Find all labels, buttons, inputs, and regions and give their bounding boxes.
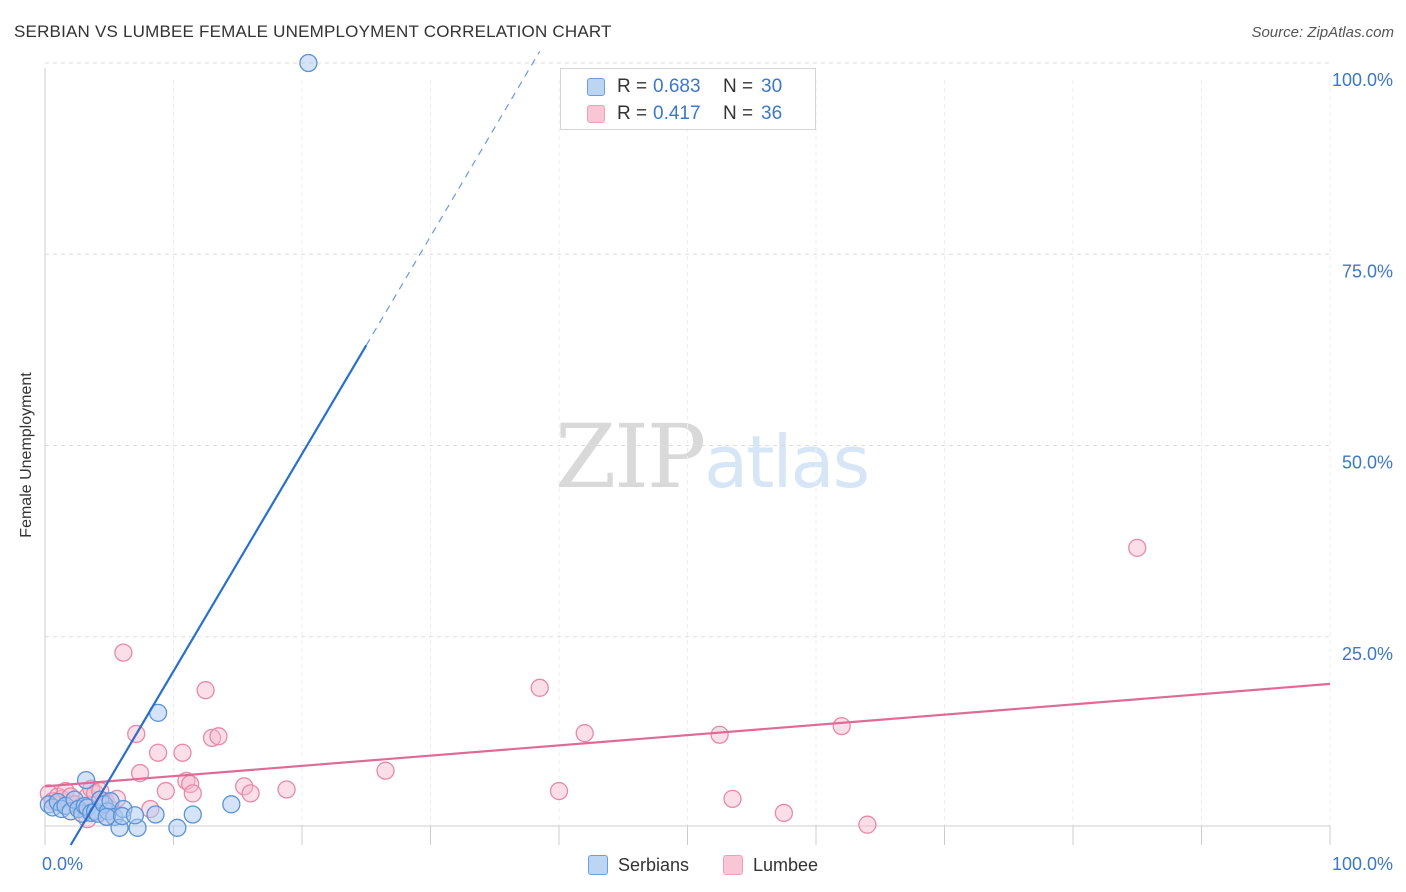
lumbee-point-34 [530,678,549,697]
n-value-serbians: 30 [761,76,783,97]
lumbee-point-40 [832,716,851,736]
lumbee-point-33 [376,761,395,780]
lumbee-point-27 [196,681,215,700]
watermark-zip: ZIP [555,405,706,508]
source-credit: Source: ZipAtlas.com [1251,24,1394,41]
lumbee-point-21 [148,743,168,762]
legend-item-serbians[interactable]: Serbians [587,854,689,876]
serbians-point-27 [146,805,165,824]
serbians-point-25 [125,806,145,825]
lumbee-point-29 [209,727,228,746]
serbians-point-31 [299,53,318,73]
x-tick-label-1: 100.0% [1332,854,1393,874]
serbians-legend-label: Serbians [617,854,689,875]
lumbee-point-23 [173,743,192,762]
lumbee-point-22 [156,781,175,801]
stats-legend: R = 0.683 N = 30 R = 0.417 N = 36 [560,68,816,130]
lumbee-legend-swatch [722,855,743,875]
lumbee-point-32 [277,780,296,799]
lumbee-point-17 [114,643,133,662]
chart-title: SERBIAN VS LUMBEE FEMALE UNEMPLOYMENT CO… [14,22,612,41]
serbians-point-21 [76,770,96,790]
serbians-point-29 [183,805,202,824]
watermark: ZIPatlas [555,405,870,508]
legend-row-serbians: R = 0.683 N = 30 [587,74,782,100]
lumbee-point-42 [1128,538,1147,557]
r-label-serbians: R = [617,76,648,97]
y-tick-label-0: 100.0% [1332,70,1393,90]
legend-item-lumbee[interactable]: Lumbee [722,854,819,876]
lumbee-point-30 [235,777,254,796]
lumbee-point-37 [710,725,729,744]
serbians-trendline [69,344,368,846]
serbians-trendline-extension [365,50,541,346]
serbians-legend-swatch [587,855,608,875]
lumbee-legend-label: Lumbee [752,854,819,875]
y-tick-label-3: 25.0% [1342,644,1393,664]
n-label-serbians: N = [723,76,754,97]
y-tick-label-1: 75.0% [1342,261,1393,281]
n-value-lumbee: 36 [761,103,783,124]
lumbee-point-19 [130,763,150,783]
n-label-lumbee: N = [723,103,754,124]
watermark-atlas: atlas [704,420,870,504]
r-label-lumbee: R = [617,103,648,124]
legend-row-lumbee: R = 0.417 N = 36 [587,101,782,127]
lumbee-point-31 [241,784,260,803]
y-tick-label-2: 50.0% [1342,453,1393,473]
lumbee-swatch [587,105,605,123]
serbians-swatch [587,78,605,96]
series-legend: Serbians Lumbee [0,852,1406,878]
r-value-lumbee: 0.417 [653,103,701,124]
r-value-serbians: 0.683 [653,76,701,97]
lumbee-point-26 [183,784,202,803]
serbians-point-30 [222,795,241,814]
lumbee-point-38 [723,789,742,809]
lumbee-point-36 [575,724,594,743]
lumbee-point-35 [549,781,569,801]
lumbee-point-39 [774,803,794,823]
lumbee-point-28 [202,728,222,748]
lumbee-trendline [44,682,1331,788]
lumbee-point-41 [858,815,877,834]
x-tick-label-0: 0.0% [42,854,83,874]
serbians-point-28 [168,818,187,837]
